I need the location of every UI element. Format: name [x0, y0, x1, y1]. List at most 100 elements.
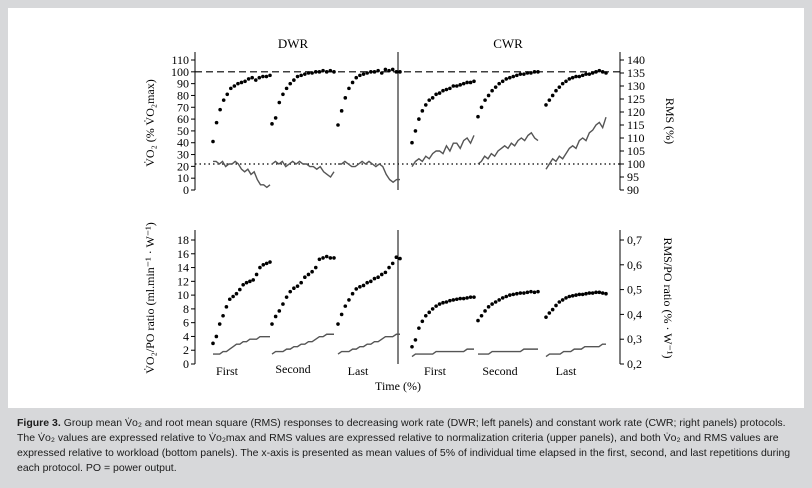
lower-dwr-first-vo2-point — [264, 261, 269, 266]
upper-dwr-last-vo2-point — [376, 68, 380, 73]
lower-cwr-first-rms-line — [411, 348, 474, 358]
caption-text: Group mean V̇o₂ and root mean square (RM… — [17, 417, 791, 474]
lower-cwr-first-vo2-point — [458, 296, 463, 301]
lower-right-tick-label: 0,3 — [627, 332, 642, 346]
upper-dwr-last-vo2-point — [339, 109, 344, 113]
lower-left-tick-label: 8 — [183, 302, 189, 316]
upper-cwr-first-vo2-point — [430, 96, 435, 100]
upper-dwr-last-vo2-point — [369, 70, 373, 74]
upper-dwr-first-vo2-point — [261, 74, 265, 79]
upper-cwr-last-vo2-point — [554, 88, 558, 93]
lower-dwr-last-vo2-point — [372, 276, 377, 281]
lower-dwr-second-vo2-point — [299, 280, 303, 285]
upper-series — [211, 67, 608, 189]
upper-dwr-second-vo2-point — [284, 86, 289, 91]
upper-left-tick-label: 0 — [183, 183, 189, 197]
upper-left-tick-label: 100 — [171, 65, 189, 79]
lower-left-tick-label: 4 — [183, 329, 189, 343]
lower-dwr-first-rms-line — [213, 336, 270, 355]
lower-dwr-last-vo2-point — [387, 265, 391, 270]
upper-cwr-last-vo2-point — [557, 85, 562, 89]
upper-left-tick-label: 40 — [177, 136, 189, 150]
lower-dwr-last-vo2-point — [354, 287, 359, 291]
upper-dwr-second-vo2-point — [292, 78, 296, 82]
lower-cwr-second-vo2-point — [479, 313, 484, 318]
lower-cwr-first-vo2-point — [461, 296, 466, 301]
lower-dwr-last-vo2-point — [390, 261, 395, 266]
lower-dwr-first-vo2-point — [251, 278, 256, 282]
lower-cwr-first-vo2-point — [465, 296, 469, 300]
upper-dwr-last-vo2-point — [361, 72, 366, 76]
upper-left-tick-label: 20 — [177, 159, 189, 173]
upper-cwr-second-vo2-point — [525, 71, 530, 75]
upper-cwr-first-vo2-point — [454, 84, 459, 88]
upper-cwr-first-vo2-point — [461, 81, 466, 86]
lower-left-tick-label: 18 — [177, 233, 189, 247]
lower-cwr-first-vo2-point — [413, 338, 418, 342]
upper-dwr-first-vo2-point — [246, 77, 251, 81]
lower-right-tick-label: 0,4 — [627, 307, 642, 321]
upper-dwr-last-vo2-point — [350, 80, 355, 85]
upper-cwr-second-rms-line — [477, 131, 539, 165]
lower-cwr-first-vo2-point — [472, 295, 476, 299]
lower-cwr-last-vo2-point — [597, 290, 602, 295]
upper-dwr-last-vo2-point — [379, 71, 384, 75]
lower-right-axis-label: RMS/PO ratio (% · W⁻¹) — [661, 237, 675, 358]
lower-dwr-last-vo2-point — [347, 298, 351, 302]
panel-title-cwr: CWR — [493, 36, 523, 51]
lower-cwr-last-vo2-point — [554, 303, 558, 308]
upper-cwr-last-vo2-point — [570, 75, 575, 80]
lower-left-tick-label: 0 — [183, 357, 189, 371]
lower-dwr-second-vo2-point — [270, 322, 274, 326]
lower-cwr-last-vo2-point — [590, 291, 595, 295]
upper-cwr-last-vo2-point — [574, 74, 578, 79]
lower-cwr-last-vo2-point — [600, 291, 605, 295]
lower-cwr-first-vo2-point — [437, 302, 442, 306]
upper-left-tick-label: 50 — [177, 124, 189, 138]
lower-cwr-second-vo2-point — [500, 296, 505, 300]
upper-right-tick-label: 130 — [627, 79, 645, 93]
lower-dwr-last-vo2-point — [343, 304, 348, 308]
lower-left-tick-label: 10 — [177, 288, 189, 302]
lower-right-tick-label: 0,5 — [627, 283, 642, 297]
lower-left-axis-label: V̇O₂/PO ratio (ml.min⁻¹ · W⁻¹) — [143, 222, 157, 373]
upper-right-tick-label: 90 — [627, 183, 639, 197]
lower-cwr-last-vo2-point — [550, 307, 555, 312]
lower-cwr-first-vo2-point — [430, 307, 435, 311]
lower-cwr-last-rms-line — [545, 343, 606, 358]
lower-dwr-second-vo2-point — [317, 257, 322, 262]
axes-frame — [194, 52, 621, 364]
upper-dwr-second-vo2-point — [273, 116, 278, 120]
upper-cwr-second-vo2-point — [497, 81, 501, 86]
upper-cwr-first-vo2-point — [472, 79, 476, 84]
upper-cwr-first-vo2-point — [434, 92, 438, 97]
lower-cwr-last-vo2-point — [574, 293, 578, 297]
lower-dwr-first-vo2-point — [221, 313, 225, 318]
upper-dwr-second-vo2-point — [324, 70, 329, 74]
upper-cwr-first-vo2-point — [420, 109, 425, 113]
lower-series — [211, 254, 608, 358]
upper-dwr-last-vo2-point — [358, 73, 362, 78]
lower-dwr-second-vo2-point — [292, 286, 296, 291]
lower-cwr-first-vo2-point — [441, 300, 445, 305]
lower-cwr-second-vo2-point — [504, 294, 509, 299]
upper-right-tick-label: 120 — [627, 105, 645, 119]
lower-dwr-second-vo2-point — [288, 289, 293, 294]
upper-cwr-second-vo2-point — [529, 71, 533, 75]
upper-dwr-first-vo2-point — [264, 74, 269, 79]
lower-cwr-second-vo2-point — [529, 289, 533, 294]
upper-cwr-second-vo2-point — [504, 77, 509, 81]
upper-dwr-first-vo2-point — [221, 98, 226, 102]
upper-dwr-last-vo2-point — [343, 96, 348, 100]
upper-dwr-last-vo2-point — [347, 86, 351, 91]
lower-dwr-last-vo2-point — [376, 275, 380, 280]
lower-left-tick-label: 12 — [177, 274, 189, 288]
lower-cwr-second-vo2-point — [507, 293, 512, 297]
lower-dwr-first-vo2-point — [261, 263, 266, 267]
lower-cwr-second-vo2-point — [518, 291, 523, 295]
lower-right-tick-label: 0,6 — [627, 258, 642, 272]
lower-dwr-last-vo2-point — [358, 285, 362, 289]
upper-cwr-last-vo2-point — [587, 72, 592, 76]
upper-dwr-second-vo2-point — [277, 100, 282, 105]
